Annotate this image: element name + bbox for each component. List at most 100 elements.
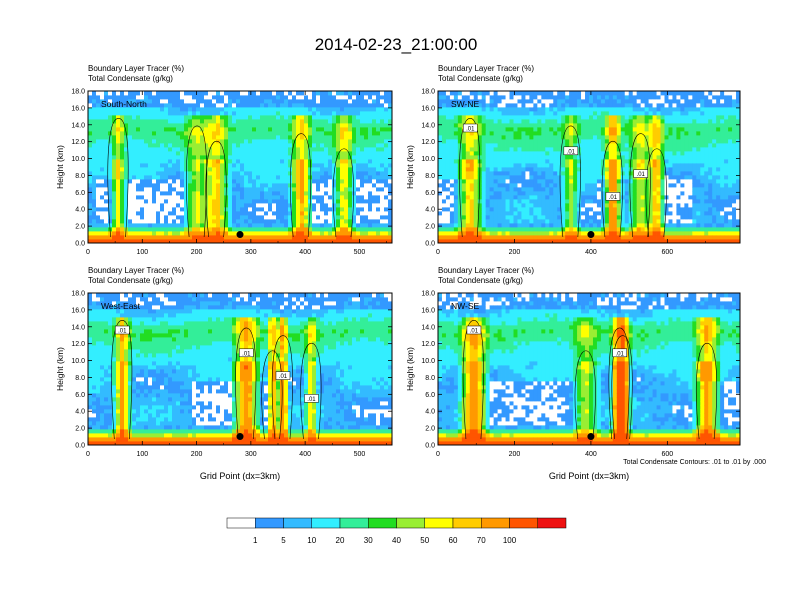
heatmap-cell [600, 179, 606, 184]
heatmap-cell [228, 231, 233, 236]
heatmap-cell [336, 151, 341, 156]
heatmap-cell [469, 163, 475, 168]
heatmap-cell [620, 123, 626, 128]
heatmap-cell [204, 119, 209, 124]
heatmap-cell [124, 199, 129, 204]
heatmap-cell [581, 103, 586, 108]
heatmap-cell [549, 187, 554, 192]
heatmap-cell [636, 127, 642, 132]
heatmap-cell [88, 227, 93, 232]
heatmap-cell [477, 195, 483, 200]
heatmap-cell [505, 195, 510, 200]
heatmap-cell [356, 107, 361, 112]
heatmap-cell [624, 203, 630, 208]
heatmap-cell [88, 91, 93, 96]
heatmap-cell [312, 191, 317, 196]
heatmap-cell [100, 151, 105, 156]
heatmap-cell [569, 99, 574, 104]
heatmap-cell [208, 159, 213, 164]
heatmap-cell [438, 151, 443, 156]
heatmap-cell [541, 111, 546, 116]
heatmap-cell [344, 99, 349, 104]
heatmap-cell [632, 207, 638, 212]
heatmap-cell [228, 235, 233, 240]
heatmap-cell [348, 159, 353, 164]
heatmap-cell [438, 127, 443, 132]
heatmap-cell [632, 91, 638, 96]
heatmap-cell [96, 103, 101, 108]
heatmap-cell [168, 159, 173, 164]
heatmap-cell [320, 127, 325, 132]
heatmap-cell [272, 211, 277, 216]
heatmap-cell [388, 123, 393, 128]
heatmap-cell [600, 147, 606, 152]
heatmap-cell [148, 95, 153, 100]
heatmap-cell [120, 231, 125, 236]
heatmap-cell [220, 147, 225, 152]
heatmap-cell [360, 227, 365, 232]
heatmap-cell [364, 239, 369, 244]
heatmap-cell [461, 147, 467, 152]
heatmap-cell [388, 107, 393, 112]
heatmap-cell [441, 235, 447, 240]
heatmap-cell [604, 127, 610, 132]
heatmap-cell [549, 123, 554, 128]
heatmap-cell [304, 187, 309, 192]
heatmap-cell [513, 183, 518, 188]
heatmap-cell [92, 179, 97, 184]
heatmap-cell [144, 179, 149, 184]
heatmap-cell [108, 147, 113, 152]
heatmap-cell [292, 239, 297, 244]
heatmap-cell [388, 127, 393, 132]
heatmap-cell [152, 175, 157, 180]
heatmap-cell [604, 159, 610, 164]
heatmap-cell [505, 223, 510, 228]
heatmap-cell [324, 199, 329, 204]
heatmap-cell [304, 95, 309, 100]
heatmap-cell [585, 167, 590, 172]
heatmap-cell [624, 155, 630, 160]
heatmap-cell [280, 207, 285, 212]
heatmap-cell [168, 207, 173, 212]
heatmap-cell [348, 143, 353, 148]
heatmap-cell [172, 191, 177, 196]
heatmap-cell [589, 135, 594, 140]
heatmap-cell [604, 183, 610, 188]
heatmap-cell [300, 215, 305, 220]
heatmap-cell [220, 151, 225, 156]
heatmap-cell [260, 239, 265, 244]
heatmap-cell [272, 239, 277, 244]
heatmap-cell [188, 195, 193, 200]
heatmap-cell [108, 179, 113, 184]
heatmap-cell [485, 219, 491, 224]
heatmap-cell [537, 143, 542, 148]
heatmap-cell [332, 175, 337, 180]
heatmap-cell [88, 195, 93, 200]
heatmap-cell [264, 187, 269, 192]
heatmap-cell [312, 123, 317, 128]
heatmap-cell [316, 227, 321, 232]
heatmap-cell [244, 199, 249, 204]
heatmap-cell [128, 143, 133, 148]
heatmap-cell [148, 179, 153, 184]
heatmap-cell [316, 155, 321, 160]
heatmap-cell [561, 199, 566, 204]
heatmap-cell [465, 143, 471, 148]
heatmap-cell [640, 143, 646, 148]
heatmap-cell [220, 135, 225, 140]
heatmap-cell [128, 151, 133, 156]
heatmap-cell [212, 123, 217, 128]
heatmap-cell [473, 103, 479, 108]
heatmap-cell [332, 207, 337, 212]
heatmap-cell [565, 99, 570, 104]
heatmap-cell [592, 103, 598, 108]
heatmap-cell [96, 183, 101, 188]
heatmap-cell [128, 99, 133, 104]
heatmap-cell [620, 95, 626, 100]
heatmap-cell [624, 195, 630, 200]
heatmap-cell [104, 223, 109, 228]
heatmap-cell [108, 183, 113, 188]
heatmap-cell [108, 199, 113, 204]
heatmap-cell [332, 99, 337, 104]
heatmap-cell [300, 95, 305, 100]
